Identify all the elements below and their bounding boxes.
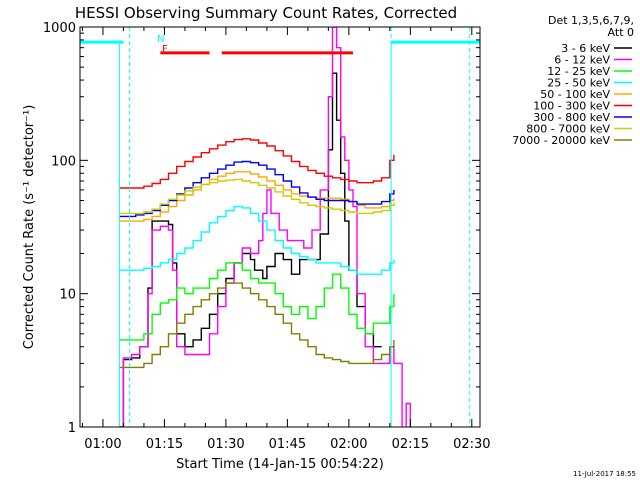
legend-label: 25 - 50 keV [547, 77, 610, 90]
x-tick-label: 01:00 [84, 437, 121, 452]
series-line-1 [119, 27, 411, 427]
y-tick-label: 1000 [43, 21, 76, 36]
footer-timestamp: 11-Jul-2017 18:55 [573, 470, 636, 478]
x-tick-label: 02:15 [392, 437, 429, 452]
series-line-5 [119, 138, 395, 189]
x-tick-label: 02:30 [453, 437, 490, 452]
x-tick-label: 01:30 [207, 437, 244, 452]
y-tick-label: 100 [51, 154, 76, 169]
x-tick-label: 02:00 [330, 437, 367, 452]
series-line-7 [119, 178, 395, 215]
series-line-3 [119, 205, 395, 275]
chart-title: HESSI Observing Summary Count Rates, Cor… [75, 4, 457, 22]
legend-label: 800 - 7000 keV [526, 123, 610, 136]
annotation-flare: F [162, 44, 168, 55]
annotation-night: N [157, 34, 164, 45]
legend-label: 100 - 300 keV [533, 100, 610, 113]
x-axis-label: Start Time (14-Jan-15 00:54:22) [176, 457, 384, 472]
legend-label: 7000 - 20000 keV [512, 134, 610, 147]
x-tick-label: 01:15 [146, 437, 183, 452]
y-axis-label: Corrected Count Rate (s⁻¹ detector⁻¹) [22, 105, 37, 350]
y-tick-label: 1 [68, 421, 76, 436]
series-line-8 [119, 282, 395, 369]
legend-header-line1: Det 1,3,5,6,7,9, [548, 14, 634, 27]
plot-frame [79, 26, 481, 428]
x-tick-label: 01:45 [269, 437, 306, 452]
y-tick-label: 10 [59, 288, 76, 303]
legend-label: 300 - 800 keV [533, 111, 610, 124]
legend-label: 6 - 12 keV [554, 54, 610, 67]
legend-label: 3 - 6 keV [561, 42, 610, 55]
series-line-2 [119, 262, 395, 341]
plot-area: 01:00 01:15 01:30 01:45 02:00 02:15 02:30 1 10 1… [43, 21, 491, 452]
legend-header-line2: Att 0 [608, 26, 634, 39]
legend-label: 12 - 25 keV [547, 65, 610, 78]
legend-label: 50 - 100 keV [540, 88, 610, 101]
